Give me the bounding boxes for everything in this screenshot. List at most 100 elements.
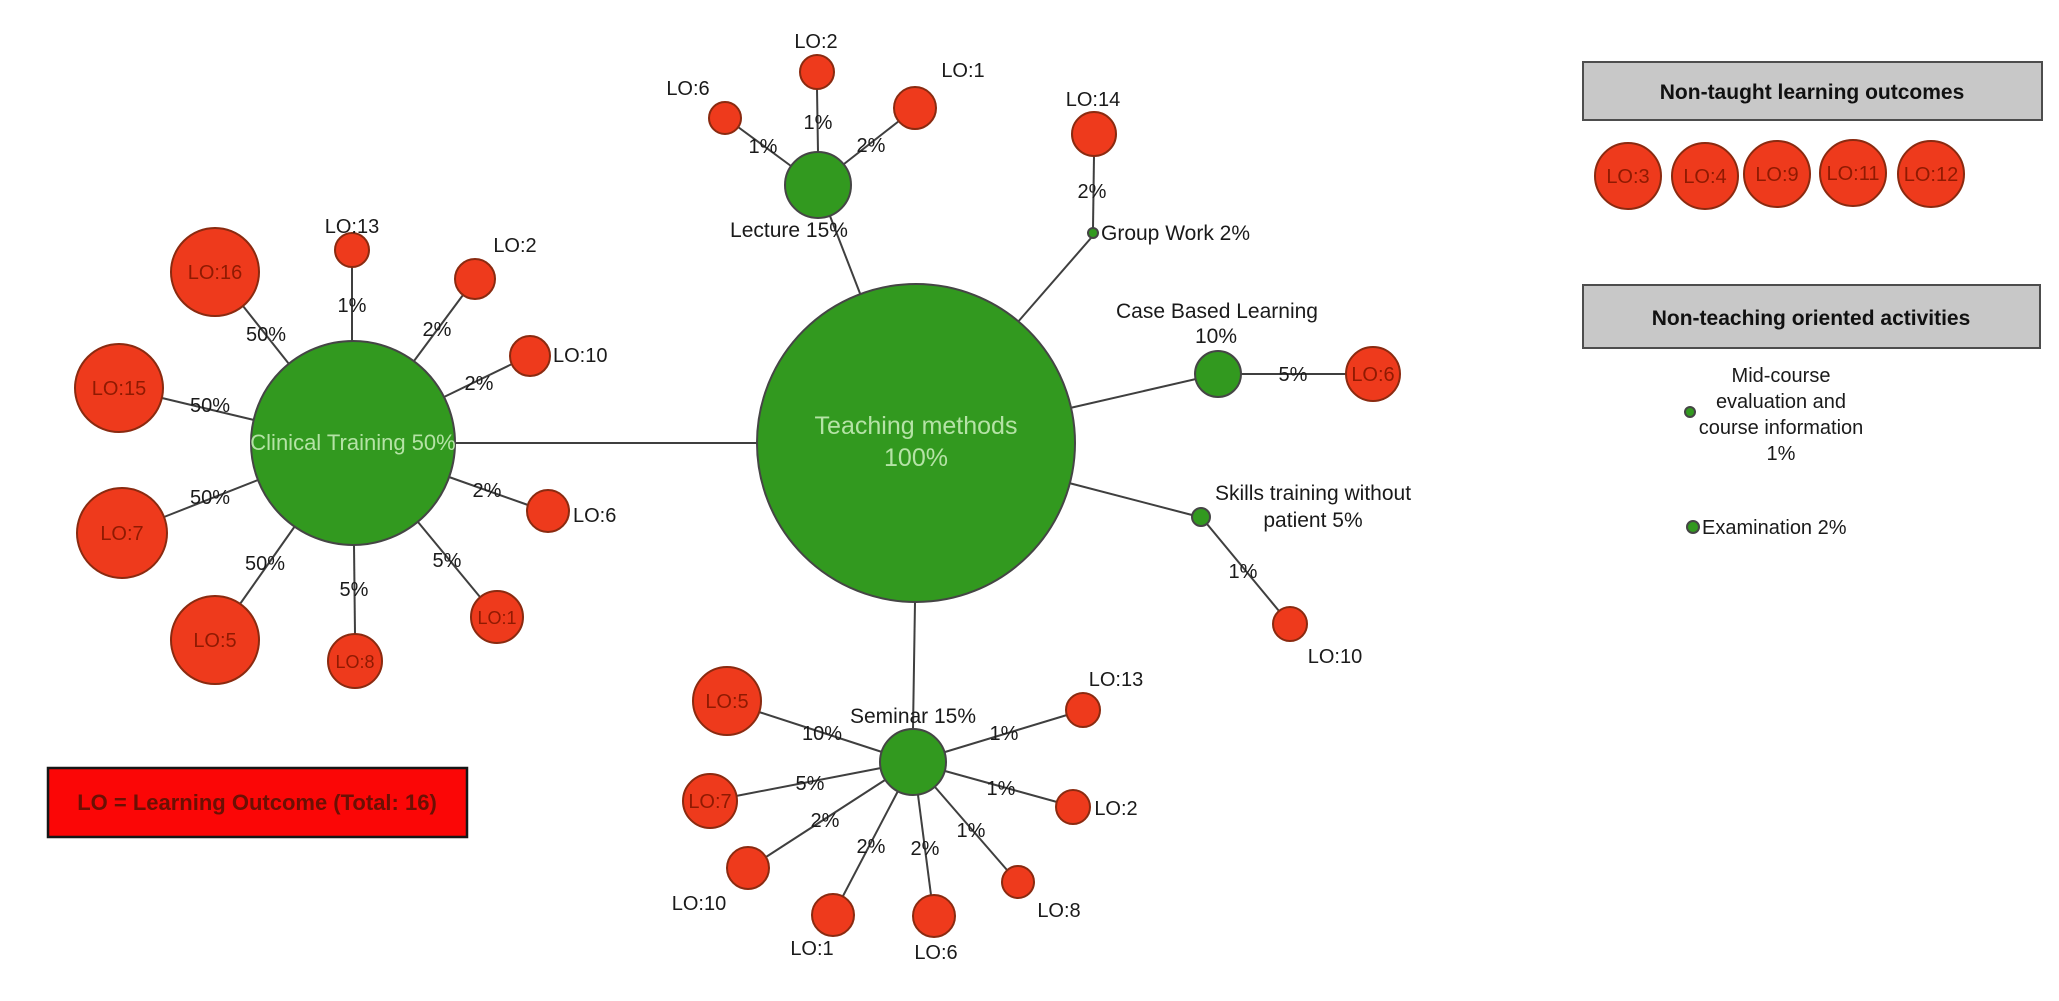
lo-node-groupwork-14 — [1071, 111, 1117, 157]
pct-label: 50% — [190, 487, 230, 509]
edge-clinical-lo6 — [448, 476, 529, 506]
lo-node-clinical-2 — [454, 258, 496, 300]
lo-label: LO:15 — [92, 378, 146, 400]
lo-label: LO:14 — [1066, 89, 1120, 111]
lo-node-seminar-2 — [1055, 789, 1091, 825]
pct-label: 5% — [796, 773, 825, 795]
edge-groupwork-lo14 — [1092, 155, 1095, 229]
lo-node-seminar-10 — [726, 846, 770, 890]
pct-label: 2% — [1078, 181, 1107, 203]
lo-node-lecture-2 — [799, 54, 835, 90]
lo-label: LO:8 — [335, 652, 374, 672]
lo-label: LO:5 — [193, 630, 236, 652]
lo-node-legend-11 — [1819, 139, 1887, 207]
edge-clinical-lo16 — [242, 305, 290, 365]
lo-node-clinical-1 — [470, 590, 524, 644]
pct-label: 2% — [911, 838, 940, 860]
lo-node-casebased-6 — [1345, 346, 1401, 402]
pct-label: 1% — [990, 723, 1019, 745]
seminar-label: Seminar 15% — [850, 705, 976, 728]
case-based-label-line1: Case Based Learning — [1116, 300, 1318, 323]
edge-seminar-lo13 — [944, 714, 1068, 753]
edge-central-seminar — [912, 601, 916, 730]
examination-label: Examination 2% — [1702, 517, 1847, 539]
lo-node-clinical-10 — [509, 335, 551, 377]
lo-node-legend-4 — [1671, 142, 1739, 210]
pct-label: 2% — [473, 480, 502, 502]
edge-central-lecture — [829, 215, 862, 297]
skills-label-line2: patient 5% — [1263, 509, 1362, 532]
lo-node-clinical-15 — [74, 343, 164, 433]
edge-seminar-lo6 — [917, 794, 932, 896]
edge-clinical-lo15 — [161, 397, 255, 421]
lo-label: LO:2 — [794, 31, 837, 53]
node-clinical-training — [250, 340, 456, 546]
pct-label: 1% — [749, 136, 778, 158]
pct-label: 1% — [1229, 561, 1258, 583]
lo-node-seminar-6 — [912, 894, 956, 938]
edge-clinical-lo1 — [417, 521, 481, 598]
lo-label: LO:10 — [672, 893, 726, 915]
pct-label: 50% — [246, 324, 286, 346]
pct-label: 2% — [811, 810, 840, 832]
pct-label: 1% — [957, 820, 986, 842]
pct-label: 5% — [340, 579, 369, 601]
lo-node-legend-12 — [1897, 140, 1965, 208]
lo-node-seminar-5 — [692, 666, 762, 736]
skills-label-line1: Skills training without — [1215, 482, 1411, 505]
edge-clinical-lo5 — [239, 525, 296, 605]
lo-node-clinical-7 — [76, 487, 168, 579]
lo-label: LO:13 — [325, 216, 379, 238]
lo-node-seminar-1 — [811, 893, 855, 937]
node-mid-course-evaluation — [1684, 406, 1696, 418]
lo-node-seminar-7 — [682, 773, 738, 829]
edge-seminar-lo10 — [765, 779, 886, 858]
edge-clinical-lo7 — [163, 479, 259, 518]
lo-label: LO:1 — [790, 938, 833, 960]
lo-node-legend-3 — [1594, 142, 1662, 210]
case-based-label-line2: 10% — [1195, 325, 1237, 348]
central-label-line2: 100% — [884, 444, 948, 472]
central-label-line1: Teaching methods — [815, 412, 1018, 440]
pct-label: 2% — [857, 836, 886, 858]
lo-label: LO:1 — [941, 60, 984, 82]
mid-course-label-line4: 1% — [1767, 443, 1796, 465]
node-skills-training — [1191, 507, 1211, 527]
note-box — [46, 766, 469, 839]
lo-label: LO:10 — [553, 345, 607, 367]
lo-nodes — [74, 54, 1401, 938]
edge-seminar-lo7 — [735, 767, 882, 797]
group-work-label: Group Work 2% — [1101, 222, 1250, 245]
lo-label: LO:12 — [1904, 164, 1958, 186]
lo-label: LO:6 — [914, 942, 957, 964]
legend-non-teaching: Non-teaching oriented activities Mid-cou… — [1582, 284, 2041, 539]
node-examination — [1686, 520, 1700, 534]
lo-label: LO:1 — [477, 608, 516, 628]
legend-non-taught-box — [1582, 61, 2043, 121]
pct-label: 50% — [190, 395, 230, 417]
pct-label: 50% — [245, 553, 285, 575]
lo-node-clinical-16 — [170, 227, 260, 317]
pct-label: 1% — [338, 295, 367, 317]
lo-label: LO:6 — [1351, 364, 1394, 386]
lo-node-clinical-5 — [170, 595, 260, 685]
lo-label: LO:3 — [1606, 166, 1649, 188]
pct-label: 2% — [423, 319, 452, 341]
pct-label: 1% — [804, 112, 833, 134]
method-nodes — [250, 151, 1242, 796]
edge-lecture-lo6 — [737, 126, 792, 167]
lo-label: LO:8 — [1037, 900, 1080, 922]
lo-label: LO:7 — [100, 523, 143, 545]
lo-label: LO:2 — [1094, 798, 1137, 820]
note-label: LO = Learning Outcome (Total: 16) — [77, 790, 437, 815]
edge-central-groupwork — [1016, 237, 1092, 324]
lo-node-clinical-13 — [334, 232, 370, 268]
lo-label: LO:7 — [688, 791, 731, 813]
lo-node-seminar-8 — [1001, 865, 1035, 899]
pct-label: 10% — [802, 723, 842, 745]
lo-node-lecture-1 — [893, 86, 937, 130]
edge-lecture-lo1 — [843, 120, 900, 165]
pct-label: 1% — [987, 778, 1016, 800]
mid-course-label-line3: course information — [1699, 417, 1864, 439]
